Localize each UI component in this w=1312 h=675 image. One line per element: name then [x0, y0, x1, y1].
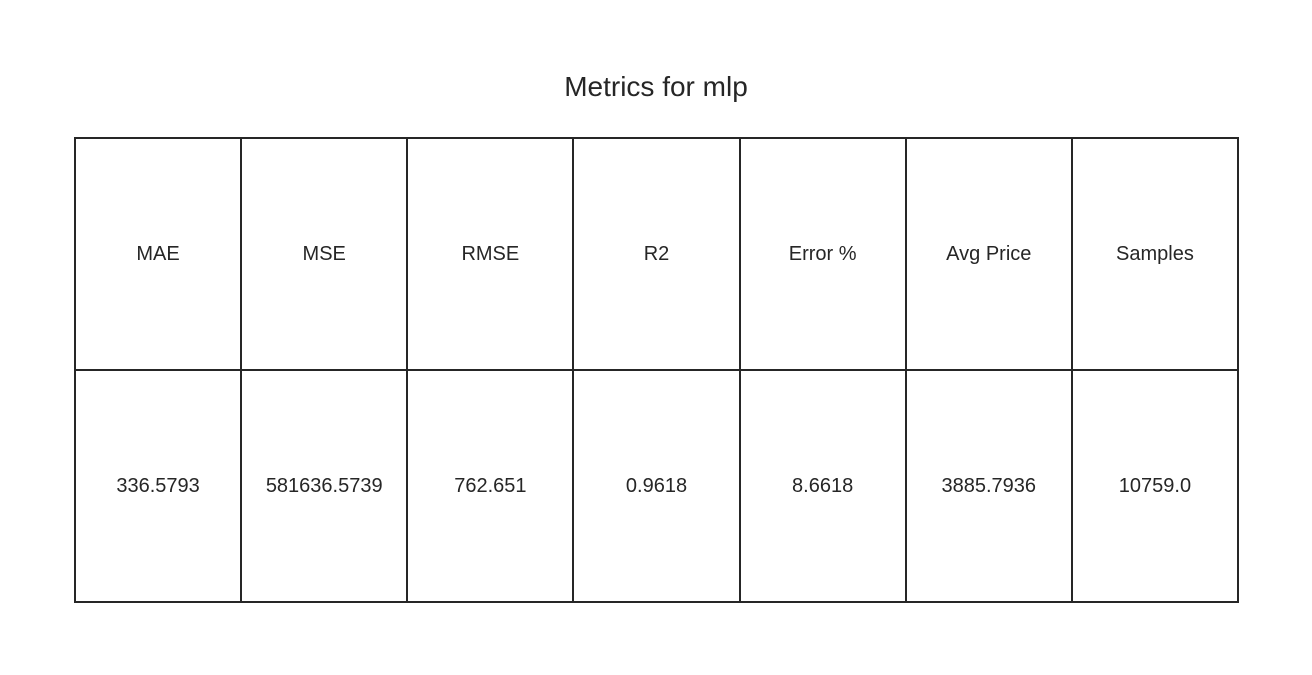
header-cell-rmse: RMSE [406, 137, 575, 371]
value-cell-mae: 336.5793 [73, 369, 243, 603]
header-row: MAE MSE RMSE R2 Error % Avg Price Sample… [73, 137, 1240, 371]
header-cell-error-pct: Error % [738, 137, 907, 371]
value-cell-rmse: 762.651 [406, 369, 575, 603]
header-cell-mae: MAE [73, 137, 243, 371]
header-cell-samples: Samples [1070, 137, 1240, 371]
value-cell-mse: 581636.5739 [240, 369, 409, 603]
value-cell-r2: 0.9618 [572, 369, 741, 603]
header-cell-avg-price: Avg Price [904, 137, 1073, 371]
value-cell-error-pct: 8.6618 [738, 369, 907, 603]
chart-title: Metrics for mlp [564, 71, 748, 102]
table-row: 336.5793 581636.5739 762.651 0.9618 8.66… [73, 369, 1240, 603]
value-cell-avg-price: 3885.7936 [904, 369, 1073, 603]
header-cell-r2: R2 [572, 137, 741, 371]
header-cell-mse: MSE [240, 137, 409, 371]
value-cell-samples: 10759.0 [1070, 369, 1240, 603]
metrics-table: MAE MSE RMSE R2 Error % Avg Price Sample… [73, 137, 1240, 603]
